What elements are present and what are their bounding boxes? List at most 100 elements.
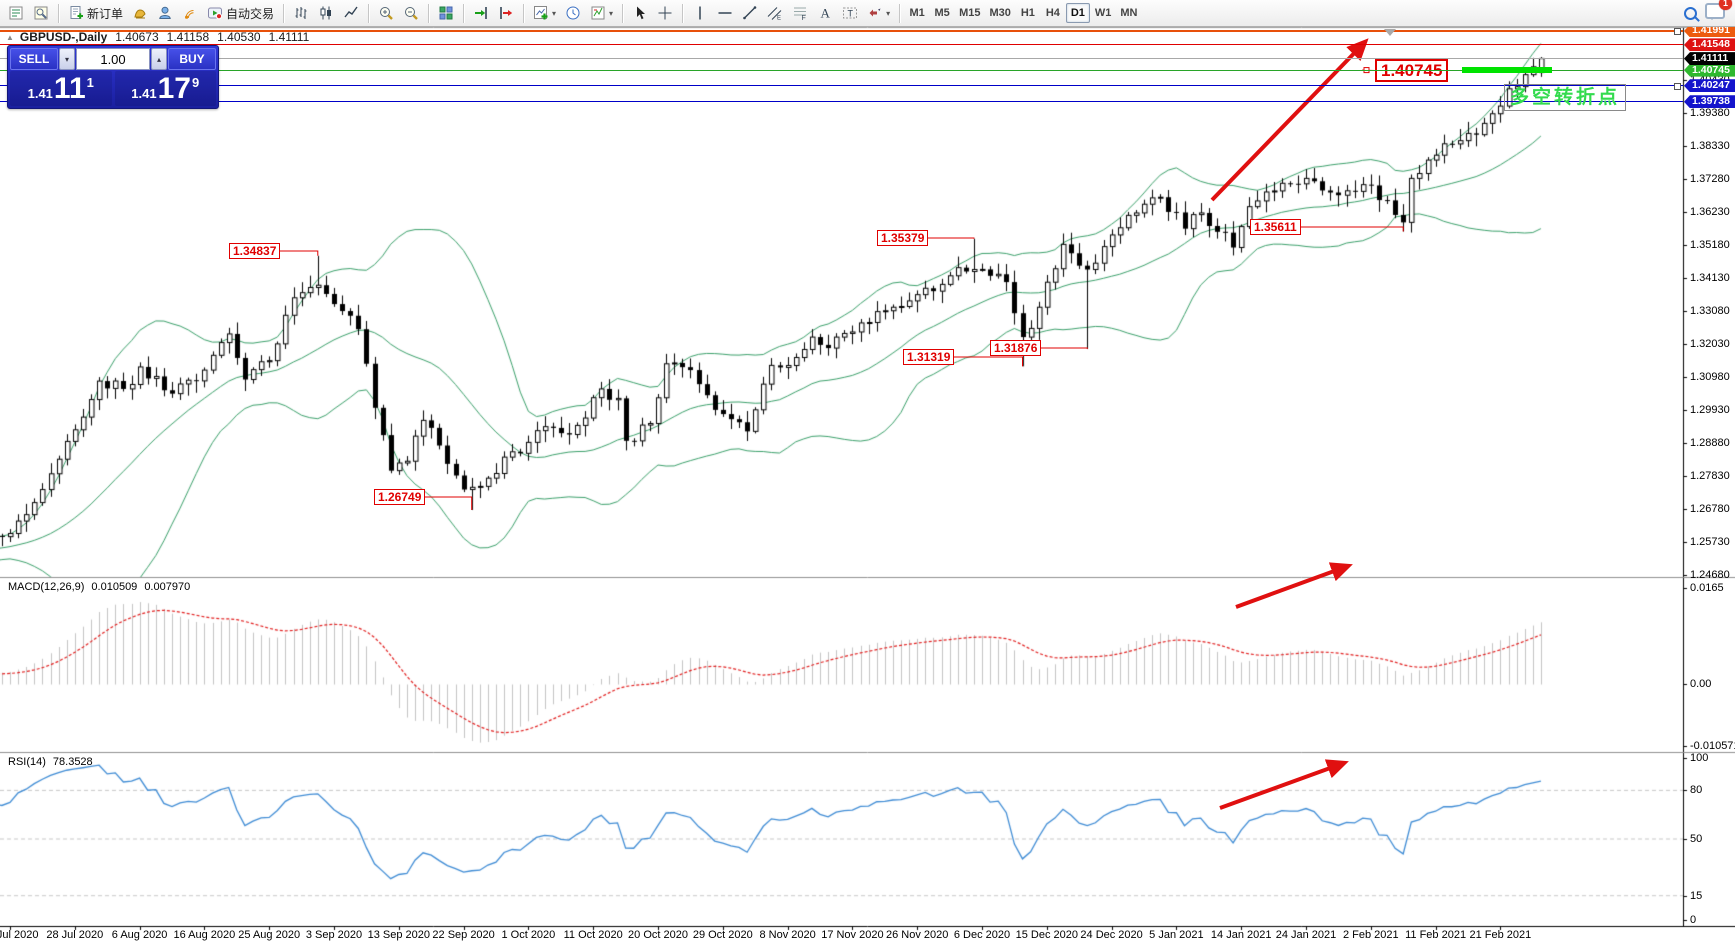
turning-point-note[interactable]: 多空转折点 [1504, 84, 1627, 111]
crosshair-button[interactable] [653, 2, 677, 24]
autotrading-button[interactable]: 自动交易 [203, 2, 278, 24]
price-horizontal-line[interactable] [0, 85, 1683, 87]
buy-button[interactable]: BUY [168, 48, 216, 70]
price-axis-tick-label: 1.39380 [1690, 107, 1730, 119]
chart-symbol-label: GBPUSD-,Daily [19, 30, 108, 44]
ask-price-display[interactable]: 1.41 17 9 [114, 71, 216, 106]
date-axis-label: 20 Oct 2020 [628, 929, 688, 941]
signals-button[interactable] [178, 2, 202, 24]
date-axis-label: 28 Jul 2020 [46, 929, 104, 941]
draw-trendline-button[interactable] [738, 2, 762, 24]
draw-vline-button[interactable] [688, 2, 712, 24]
price-callout-label[interactable]: 1.31876 [990, 340, 1042, 356]
price-callout-label[interactable]: 1.34837 [229, 243, 281, 259]
ask-big: 17 [157, 72, 191, 105]
price-callout-label[interactable]: 1.26749 [374, 489, 426, 505]
navigator-button[interactable] [29, 2, 53, 24]
volume-decrease-button[interactable]: ▾ [59, 48, 75, 70]
chart-candles-button[interactable] [314, 2, 338, 24]
price-axis-tick-label: 1.24680 [1690, 569, 1730, 581]
zoom-out-icon [403, 5, 419, 21]
draw-text-button[interactable]: A [813, 2, 837, 24]
periods-button[interactable] [561, 2, 585, 24]
price-horizontal-line[interactable] [0, 69, 1683, 71]
zoom-in-icon [378, 5, 394, 21]
auto-scroll-button[interactable] [469, 2, 493, 24]
price-horizontal-line[interactable] [0, 101, 1683, 103]
sell-button[interactable]: SELL [10, 48, 58, 70]
community-button[interactable] [153, 2, 177, 24]
timeframe-h4-button[interactable]: H4 [1041, 3, 1065, 23]
price-axis-tick-label: 1.29930 [1690, 404, 1730, 416]
price-callout-label[interactable]: 1.31319 [903, 349, 955, 365]
price-callout-label[interactable]: 1.35379 [877, 230, 929, 246]
vline-icon [692, 5, 708, 21]
price-horizontal-line[interactable] [0, 58, 1683, 60]
date-axis-label: 6 Dec 2020 [953, 929, 1011, 941]
templates-button[interactable]: ▾ [586, 2, 617, 24]
chart-shift-button[interactable] [494, 2, 518, 24]
chart-line-button[interactable] [339, 2, 363, 24]
macd-header: MACD(12,26,9) 0.010509 0.007970 [8, 581, 190, 593]
timeframe-mn-button[interactable]: MN [1116, 3, 1141, 23]
price-horizontal-line[interactable] [0, 29, 1683, 32]
trendline-icon [742, 5, 758, 21]
new-order-button[interactable]: 新订单 [64, 2, 127, 24]
fibonacci-icon: F [792, 5, 808, 21]
highlighted-level-segment[interactable] [1462, 67, 1552, 74]
date-axis-label: 5 Jan 2021 [1149, 929, 1204, 941]
cursor-button[interactable] [628, 2, 652, 24]
timeframe-m1-button[interactable]: M1 [905, 3, 929, 23]
market-watch-button[interactable] [4, 2, 28, 24]
draw-channel-button[interactable]: E [763, 2, 787, 24]
line-handle[interactable] [1674, 27, 1681, 35]
price-horizontal-line[interactable] [0, 44, 1683, 46]
chart-symbol-icon: ▲ [6, 32, 14, 42]
timeframe-m5-button[interactable]: M5 [930, 3, 954, 23]
ohlc-low: 1.40530 [217, 30, 261, 44]
draw-fibonacci-button[interactable]: F [788, 2, 812, 24]
toolbar-separator [899, 3, 901, 23]
line-handle[interactable] [1674, 82, 1681, 90]
chart-shift-marker-icon [1384, 29, 1396, 36]
new-chart-icon [132, 5, 148, 21]
rsi-axis-tick-label: 50 [1690, 833, 1703, 845]
draw-hline-button[interactable] [713, 2, 737, 24]
tile-icon [438, 5, 454, 21]
ohlc-close: 1.41111 [268, 30, 310, 44]
draw-arrows-button[interactable]: ▾ [863, 2, 894, 24]
timeframe-h1-button[interactable]: H1 [1016, 3, 1040, 23]
date-axis-label: 11 Feb 2021 [1405, 929, 1467, 941]
trade-panel-prices: 1.41 11 1 1.41 17 9 [8, 70, 218, 108]
current-price-chip: 1.41111 [1684, 52, 1735, 66]
chart-bars-button[interactable] [289, 2, 313, 24]
price-axis-chip: 1.41548 [1684, 38, 1735, 52]
volume-input[interactable] [76, 48, 150, 70]
timeframe-d1-button[interactable]: D1 [1065, 3, 1090, 23]
bid-price-display[interactable]: 1.41 11 1 [10, 71, 112, 106]
search-icon[interactable] [1684, 6, 1697, 20]
new-chart-button[interactable] [128, 2, 152, 24]
dropdown-caret-icon: ▾ [886, 8, 891, 18]
tile-windows-button[interactable] [434, 2, 458, 24]
timeframe-m30-button[interactable]: M30 [985, 3, 1014, 23]
date-axis-label: 3 Sep 2020 [305, 929, 363, 941]
timeframe-m15-button[interactable]: M15 [955, 3, 984, 23]
macd-axis-tick-label: 0.0165 [1690, 582, 1724, 594]
timeframe-w1-button[interactable]: W1 [1091, 3, 1116, 23]
macd-signal-value: 0.007970 [144, 581, 191, 593]
price-callout-label[interactable]: 1.35611 [1250, 219, 1301, 235]
dropdown-caret-icon: ▾ [552, 8, 557, 18]
indicators-button[interactable]: ▾ [529, 2, 560, 24]
zoom-out-button[interactable] [399, 2, 423, 24]
volume-increase-button[interactable]: ▴ [151, 48, 167, 70]
zoom-in-button[interactable] [374, 2, 398, 24]
draw-label-button[interactable]: T [838, 2, 862, 24]
bid-big: 11 [53, 72, 86, 105]
macd-axis-tick-label: -0.010571 [1690, 739, 1735, 752]
line-icon [343, 5, 359, 21]
chat-button[interactable]: 1 [1705, 0, 1732, 24]
bid-small: 1.41 [27, 86, 53, 101]
